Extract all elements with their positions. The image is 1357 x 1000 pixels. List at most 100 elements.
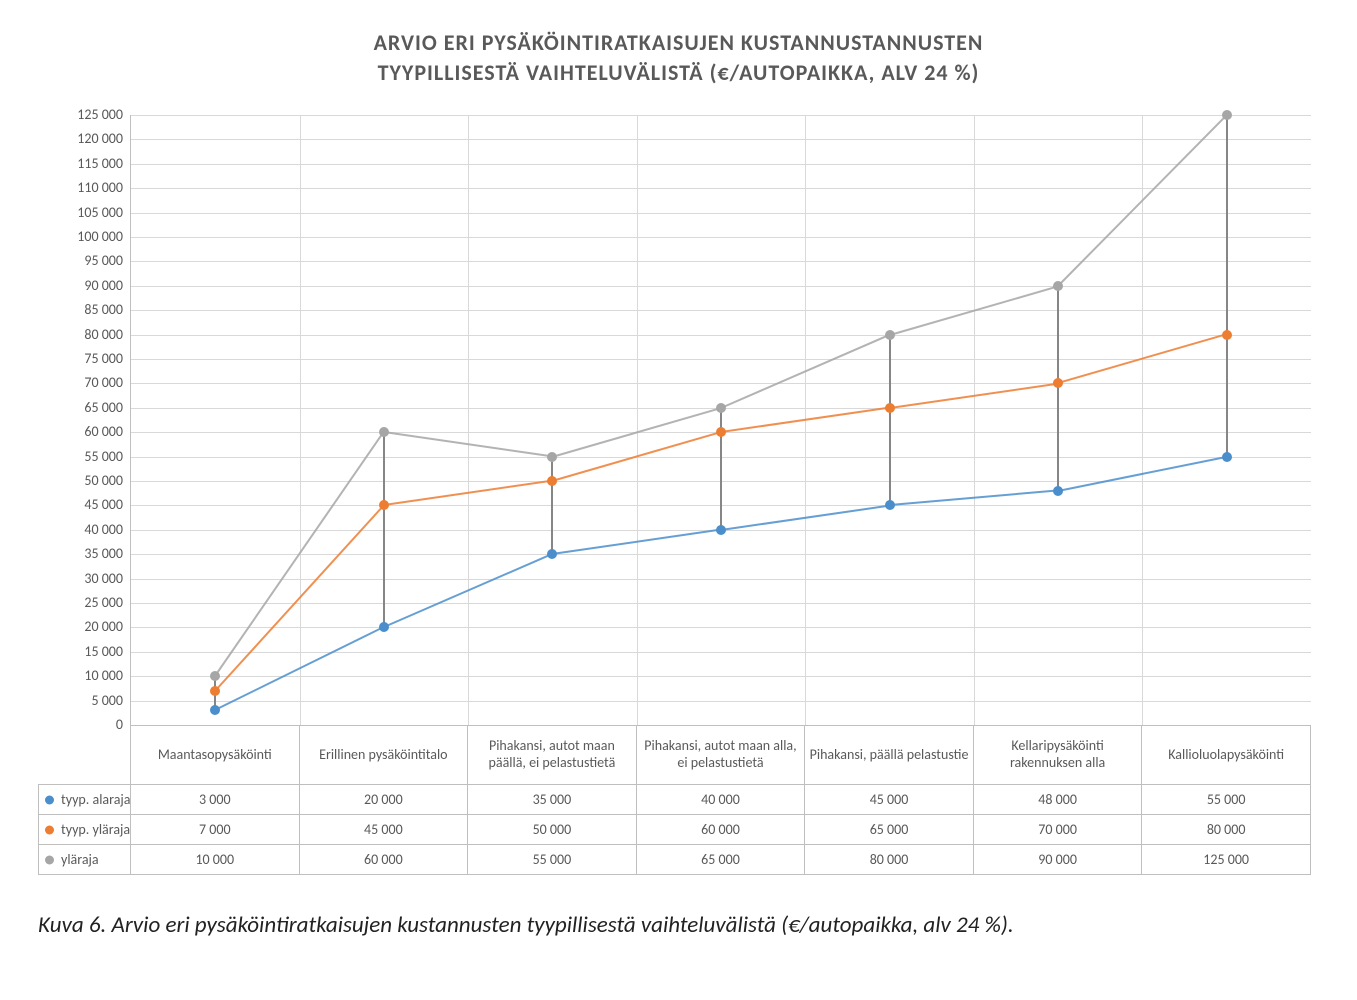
- category-header: Maantasopysäköinti: [131, 726, 300, 785]
- marker-ylaraja: [379, 427, 389, 437]
- marker-alaraja: [210, 705, 220, 715]
- grid-line: [131, 676, 1311, 677]
- grid-line: [131, 579, 1311, 580]
- table-corner-blank: [39, 726, 131, 785]
- grid-line: [131, 286, 1311, 287]
- data-cell: 90 000: [973, 845, 1142, 875]
- marker-ylaraja: [1222, 110, 1232, 120]
- data-cell: 80 000: [805, 845, 974, 875]
- grid-line: [131, 115, 1311, 116]
- grid-line: [131, 164, 1311, 165]
- chart-title: ARVIO ERI PYSÄKÖINTIRATKAISUJEN KUSTANNU…: [0, 28, 1357, 87]
- legend-label-ylaraja: yläraja: [61, 851, 99, 868]
- grid-line: [131, 627, 1311, 628]
- data-cell: 10 000: [131, 845, 300, 875]
- y-tick-label: 80 000: [13, 326, 123, 343]
- y-tick-label: 10 000: [13, 667, 123, 684]
- marker-ylaraja_tyyp: [1222, 330, 1232, 340]
- table-row: tyyp. yläraja7 00045 00050 00060 00065 0…: [39, 815, 1311, 845]
- y-tick-label: 95 000: [13, 252, 123, 269]
- data-cell: 45 000: [805, 785, 974, 815]
- data-cell: 20 000: [299, 785, 468, 815]
- grid-line: [131, 603, 1311, 604]
- y-tick-label: 55 000: [13, 448, 123, 465]
- y-tick-label: 35 000: [13, 545, 123, 562]
- data-cell: 65 000: [636, 845, 805, 875]
- data-cell: 40 000: [636, 785, 805, 815]
- category-header: Pihakansi, autot maan päällä, ei pelastu…: [468, 726, 637, 785]
- data-cell: 60 000: [636, 815, 805, 845]
- marker-ylaraja_tyyp: [885, 403, 895, 413]
- category-divider: [974, 115, 975, 725]
- grid-line: [131, 188, 1311, 189]
- data-cell: 45 000: [299, 815, 468, 845]
- category-header: Pihakansi, autot maan alla, ei pelastust…: [636, 726, 805, 785]
- marker-ylaraja_tyyp: [1053, 378, 1063, 388]
- data-cell: 60 000: [299, 845, 468, 875]
- grid-line: [131, 383, 1311, 384]
- marker-ylaraja_tyyp: [547, 476, 557, 486]
- y-tick-label: 15 000: [13, 643, 123, 660]
- data-cell: 7 000: [131, 815, 300, 845]
- category-header: Erillinen pysäköintitalo: [299, 726, 468, 785]
- data-cell: 48 000: [973, 785, 1142, 815]
- table-row: tyyp. alaraja3 00020 00035 00040 00045 0…: [39, 785, 1311, 815]
- category-header: Kellaripysäköinti rakennuksen alla: [973, 726, 1142, 785]
- grid-line: [131, 139, 1311, 140]
- range-stem: [889, 335, 891, 506]
- data-cell: 125 000: [1142, 845, 1311, 875]
- y-tick-label: 90 000: [13, 277, 123, 294]
- grid-line: [131, 213, 1311, 214]
- data-cell: 35 000: [468, 785, 637, 815]
- legend-label-ylaraja_tyyp: tyyp. yläraja: [61, 821, 130, 838]
- y-tick-label: 45 000: [13, 496, 123, 513]
- y-tick-label: 25 000: [13, 594, 123, 611]
- grid-line: [131, 237, 1311, 238]
- y-tick-label: 65 000: [13, 399, 123, 416]
- category-divider: [1142, 115, 1143, 725]
- data-cell: 55 000: [468, 845, 637, 875]
- grid-line: [131, 261, 1311, 262]
- y-tick-label: 105 000: [13, 204, 123, 221]
- y-tick-label: 20 000: [13, 618, 123, 635]
- series-row-label: tyyp. alaraja: [39, 785, 131, 815]
- grid-line: [131, 652, 1311, 653]
- marker-alaraja: [379, 622, 389, 632]
- marker-ylaraja_tyyp: [379, 500, 389, 510]
- legend-dot-ylaraja_tyyp: [45, 825, 54, 834]
- table-row: yläraja 10 00060 00055 00065 00080 00090 …: [39, 845, 1311, 875]
- category-header: Kallioluolapysäköinti: [1142, 726, 1311, 785]
- series-row-label: tyyp. yläraja: [39, 815, 131, 845]
- range-stem: [551, 457, 553, 555]
- marker-ylaraja: [716, 403, 726, 413]
- y-tick-label: 40 000: [13, 521, 123, 538]
- marker-alaraja: [547, 549, 557, 559]
- category-header: Pihakansi, päällä pelastustie: [805, 726, 974, 785]
- grid-line: [131, 310, 1311, 311]
- y-tick-label: 100 000: [13, 228, 123, 245]
- y-tick-label: 5 000: [13, 692, 123, 709]
- y-tick-label: 70 000: [13, 374, 123, 391]
- chart-title-line1: ARVIO ERI PYSÄKÖINTIRATKAISUJEN KUSTANNU…: [374, 29, 984, 56]
- category-divider: [468, 115, 469, 725]
- plot-area: [130, 115, 1311, 726]
- marker-ylaraja: [210, 671, 220, 681]
- data-cell: 55 000: [1142, 785, 1311, 815]
- data-cell: 65 000: [805, 815, 974, 845]
- y-tick-label: 60 000: [13, 423, 123, 440]
- marker-ylaraja_tyyp: [210, 686, 220, 696]
- grid-line: [131, 554, 1311, 555]
- y-tick-label: 125 000: [13, 106, 123, 123]
- marker-ylaraja: [885, 330, 895, 340]
- marker-alaraja: [885, 500, 895, 510]
- y-tick-label: 50 000: [13, 472, 123, 489]
- data-cell: 3 000: [131, 785, 300, 815]
- data-table: MaantasopysäköintiErillinen pysäköintita…: [38, 725, 1311, 875]
- category-divider: [637, 115, 638, 725]
- y-tick-label: 120 000: [13, 130, 123, 147]
- range-stem: [720, 408, 722, 530]
- marker-ylaraja_tyyp: [716, 427, 726, 437]
- figure-caption: Kuva 6. Arvio eri pysäköintiratkaisujen …: [38, 910, 1318, 941]
- page: ARVIO ERI PYSÄKÖINTIRATKAISUJEN KUSTANNU…: [0, 0, 1357, 1000]
- y-tick-label: 85 000: [13, 301, 123, 318]
